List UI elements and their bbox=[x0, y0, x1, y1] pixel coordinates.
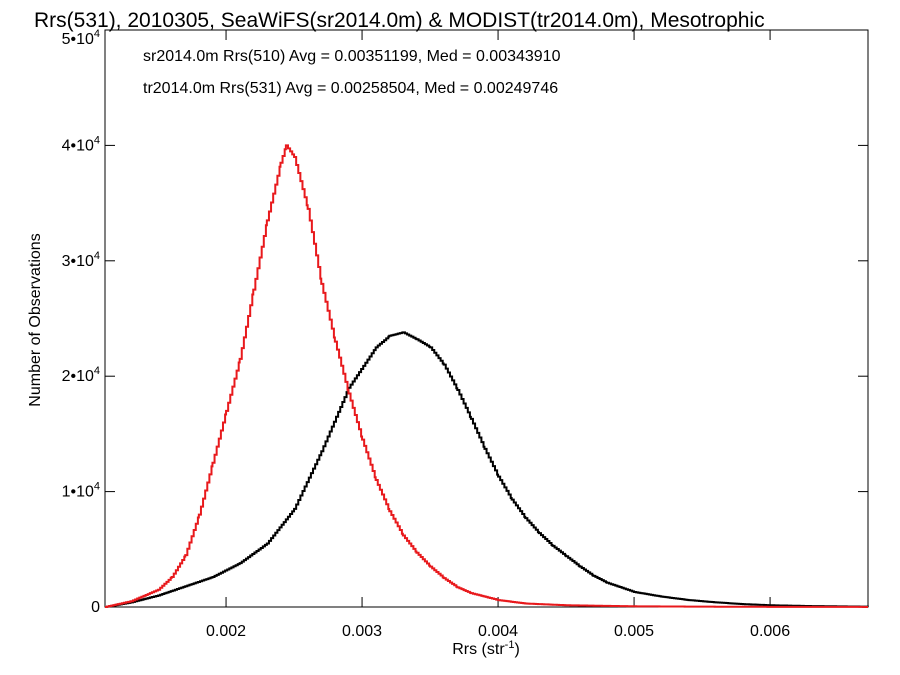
chart-title: Rrs(531), 2010305, SeaWiFS(sr2014.0m) & … bbox=[34, 9, 765, 32]
y-tick-label: 0 bbox=[91, 599, 100, 616]
x-tick-label: 0.002 bbox=[206, 623, 246, 640]
y-axis-label: Number of Observations bbox=[27, 233, 44, 406]
y-tick-label: 2•104 bbox=[62, 365, 100, 385]
x-tick-label: 0.004 bbox=[478, 623, 518, 640]
x-tick-label: 0.006 bbox=[750, 623, 790, 640]
x-tick-label: 0.003 bbox=[342, 623, 382, 640]
y-tick-label: 5•104 bbox=[62, 28, 100, 48]
series-line-0 bbox=[105, 331, 869, 608]
y-tick-label: 3•104 bbox=[62, 250, 100, 270]
series-line-1 bbox=[105, 144, 868, 608]
y-tick-label: 1•104 bbox=[62, 481, 100, 501]
series-layer bbox=[105, 144, 869, 608]
y-tick-label: 4•104 bbox=[62, 134, 100, 154]
plot-frame bbox=[104, 29, 869, 608]
legend-entry: tr2014.0m Rrs(531) Avg = 0.00258504, Med… bbox=[143, 80, 558, 97]
legend-entry: sr2014.0m Rrs(510) Avg = 0.00351199, Med… bbox=[143, 48, 561, 65]
x-tick-label: 0.005 bbox=[614, 623, 654, 640]
x-axis-label: Rrs (str-1) bbox=[452, 639, 520, 658]
x-axis-ticks: 0.002 0.003 0.004 0.005 0.006 bbox=[206, 30, 790, 640]
y-axis-ticks: 0 1•104 2•104 3•104 4•104 5•104 bbox=[62, 28, 868, 616]
